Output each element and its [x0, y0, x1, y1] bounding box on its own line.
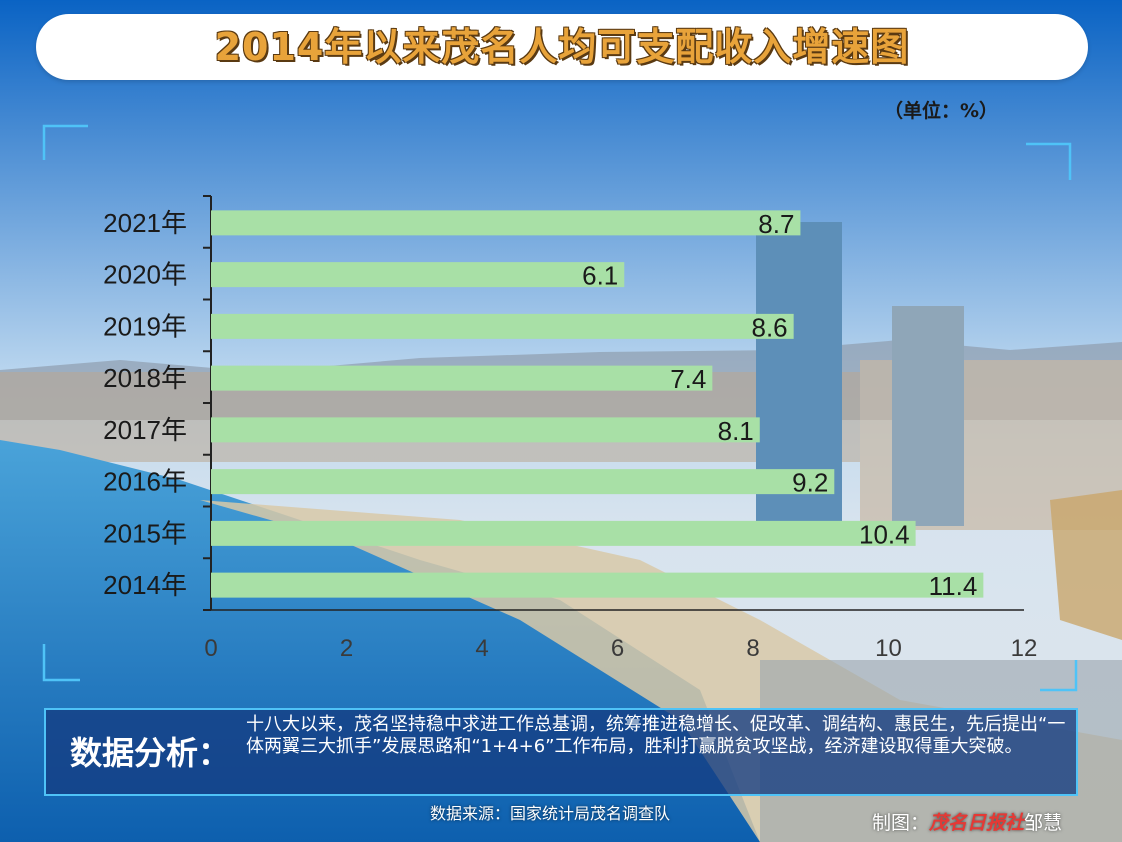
x-tick-label: 0: [204, 635, 217, 662]
bar: [211, 313, 794, 339]
bar: [211, 262, 625, 288]
value-label: 10.4: [859, 519, 910, 549]
value-label: 6.1: [582, 261, 618, 291]
title-banner: [36, 14, 1088, 80]
value-label: 7.4: [670, 364, 706, 394]
bar: [211, 520, 916, 546]
x-tick-label: 10: [875, 635, 902, 662]
analysis-heading: 数据分析：: [70, 734, 231, 772]
credit-line: 制图：茂名日报社邹慧: [872, 808, 1062, 835]
analysis-body: 十八大以来，茂名坚持稳中求进工作总基调，统筹推进稳增长、促改革、调结构、惠民生，…: [246, 714, 1066, 757]
credit-prefix: 制图：: [872, 812, 930, 834]
frame-corners: [42, 124, 1078, 692]
category-label: 2021年: [103, 208, 187, 238]
category-label: 2014年: [103, 570, 187, 600]
category-label: 2020年: [103, 260, 187, 290]
x-tick-label: 12: [1011, 635, 1038, 662]
analysis-panel: [44, 708, 1078, 796]
x-tick-label: 8: [746, 635, 759, 662]
bar: [211, 365, 713, 391]
x-tick-label: 4: [475, 635, 488, 662]
category-label: 2017年: [103, 415, 187, 445]
unit-label: （单位：%）: [884, 100, 999, 122]
credit-author: 邹慧: [1024, 812, 1063, 834]
value-label: 8.7: [758, 209, 794, 239]
value-label: 8.1: [718, 416, 754, 446]
bar: [211, 210, 801, 236]
category-label: 2015年: [103, 518, 187, 548]
category-label: 2019年: [103, 311, 187, 341]
value-label: 8.6: [751, 312, 787, 342]
bar: [211, 417, 760, 443]
category-label: 2016年: [103, 467, 187, 497]
newspaper-logo: 茂名日报社: [929, 812, 1025, 834]
bar: [211, 469, 835, 495]
value-label: 9.2: [792, 468, 828, 498]
category-label: 2018年: [103, 363, 187, 393]
x-tick-label: 6: [611, 635, 624, 662]
data-source: 数据来源：国家统计局茂名调查队: [430, 804, 671, 823]
x-tick-label: 2: [340, 635, 353, 662]
bar: [211, 572, 984, 598]
value-label: 11.4: [929, 571, 978, 601]
chart-title: 2014年以来茂名人均可支配收入增速图: [214, 25, 910, 69]
